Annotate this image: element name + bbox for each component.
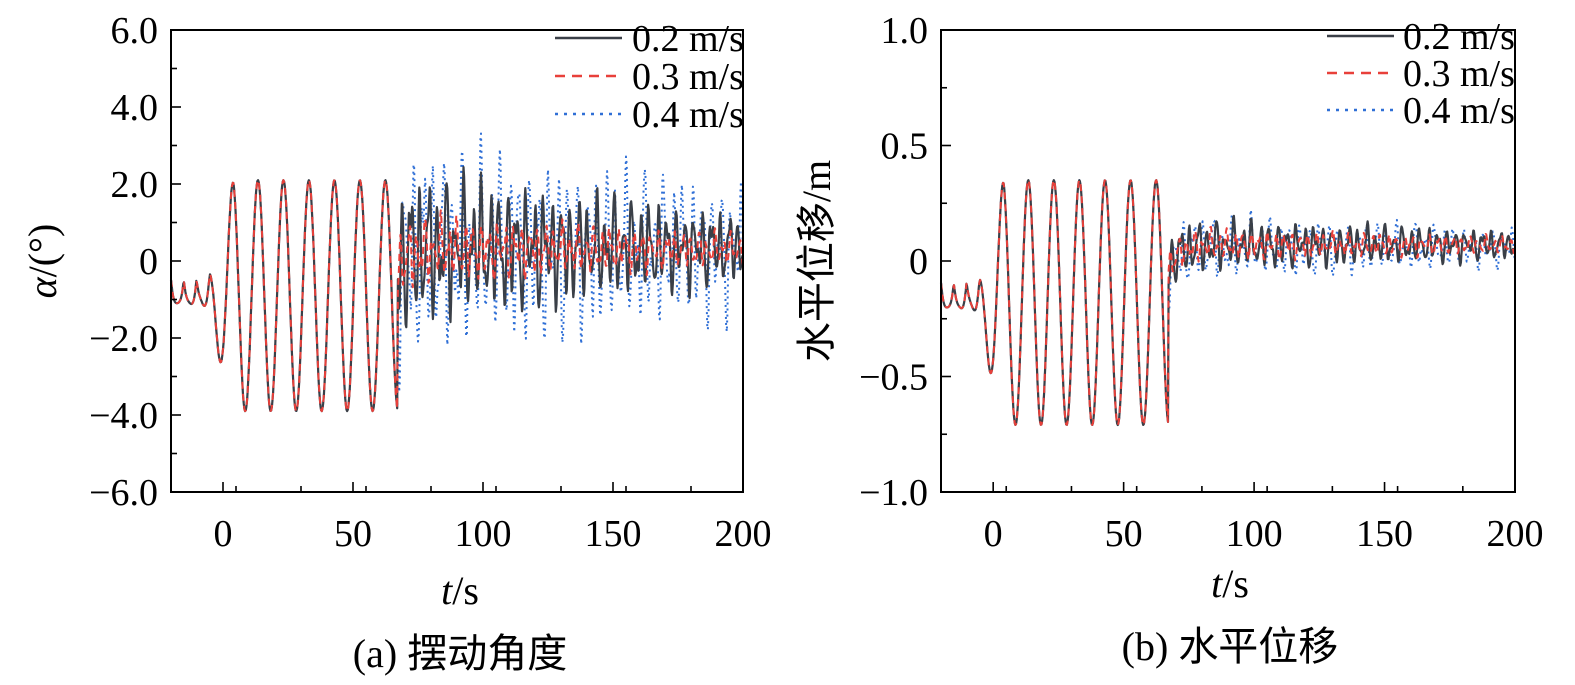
panel-b-x-tick-label: 200 <box>1487 513 1544 555</box>
panel-a-series-03-line <box>170 179 744 413</box>
panel-b-y-tick-label: −1.0 <box>859 472 928 514</box>
panel-a-x-axis-symbol: t <box>441 568 453 613</box>
panel-a-x-axis-unit: /s <box>452 568 479 613</box>
panel-a-legend-label-03: 0.3 m/s <box>632 56 744 98</box>
panel-b-series-02-line <box>939 179 1516 427</box>
panel-a-swing-angle: 0 50 100 150 200 −6.0 −4.0 −2.0 0 2.0 4.0 6.0 t/s α… <box>20 10 772 676</box>
panel-a-x-tick-label: 150 <box>585 513 642 555</box>
panel-b-caption: (b) 水平位移 <box>1122 624 1339 669</box>
panel-a-x-tick-label: 100 <box>455 513 512 555</box>
panel-a-x-tick-label: 0 <box>214 513 233 555</box>
panel-b-horizontal-displacement: 0 50 100 150 200 −1.0 −0.5 0 0.5 1.0 t/s 水平位移/m 0… <box>794 10 1544 669</box>
panel-a-y-tick-label: 6.0 <box>111 10 159 52</box>
panel-b-series-03-line <box>940 179 1516 426</box>
panel-a-y-axis-symbol: α <box>20 276 65 298</box>
panel-b-series-04-line <box>940 179 1516 426</box>
panel-b-series <box>939 179 1516 427</box>
panel-b-x-axis-symbol: t <box>1211 561 1223 606</box>
panel-a-ticks: 0 50 100 150 200 −6.0 −4.0 −2.0 0 2.0 4.0 6.0 <box>89 10 771 555</box>
panel-b-y-tick-label: −0.5 <box>859 357 928 399</box>
panel-b-x-axis-unit: /s <box>1222 561 1249 606</box>
panel-b-x-axis-label: t/s <box>1211 561 1249 606</box>
panel-a-legend-label-02: 0.2 m/s <box>632 18 744 60</box>
panel-b-y-tick-label: 0.5 <box>881 126 929 168</box>
panel-b-x-tick-label: 50 <box>1105 513 1143 555</box>
panel-b-y-tick-label: 0 <box>909 241 928 283</box>
panel-b-x-tick-label: 100 <box>1226 513 1283 555</box>
panel-a-series-04-line <box>170 132 744 413</box>
panel-a-series-02-line <box>169 166 745 413</box>
panel-b-y-axis-label: 水平位移/m <box>794 160 839 362</box>
panel-a-y-tick-label: −2.0 <box>89 318 158 360</box>
panel-a-caption: (a) 摆动角度 <box>353 631 567 676</box>
panel-a-series <box>169 132 745 413</box>
panel-a-x-tick-label: 200 <box>715 513 772 555</box>
panel-a-y-tick-label: 0 <box>139 241 158 283</box>
panel-a-legend-label-04: 0.4 m/s <box>632 94 744 136</box>
panel-a-y-axis-unit: /(°) <box>20 224 65 278</box>
panel-a-y-tick-label: 4.0 <box>111 87 159 129</box>
panel-b-legend-label-02: 0.2 m/s <box>1403 16 1515 58</box>
panel-b-ticks: 0 50 100 150 200 −1.0 −0.5 0 0.5 1.0 <box>859 10 1543 555</box>
panel-b-y-tick-label: 1.0 <box>881 10 929 52</box>
panel-a-x-tick-label: 50 <box>334 513 372 555</box>
panel-a-y-tick-label: −4.0 <box>89 395 158 437</box>
panel-a-y-axis-label: α/(°) <box>20 224 65 299</box>
panel-b-legend-label-04: 0.4 m/s <box>1403 90 1515 132</box>
panel-b-x-tick-label: 150 <box>1356 513 1413 555</box>
panel-b-x-tick-label: 0 <box>984 513 1003 555</box>
panel-a-y-tick-label: 2.0 <box>111 164 159 206</box>
panel-b-legend: 0.2 m/s 0.3 m/s 0.4 m/s <box>1327 16 1515 132</box>
panel-b-legend-label-03: 0.3 m/s <box>1403 53 1515 95</box>
panel-a-x-axis-label: t/s <box>441 568 479 613</box>
panel-a-legend: 0.2 m/s 0.3 m/s 0.4 m/s <box>555 18 744 136</box>
panel-a-y-tick-label: −6.0 <box>89 472 158 514</box>
